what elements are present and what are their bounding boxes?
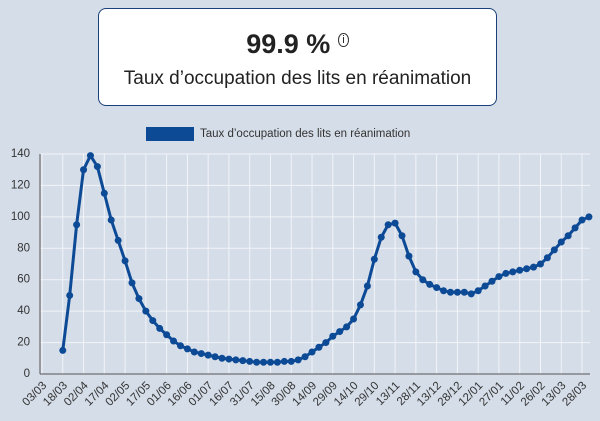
- data-point: [100, 189, 108, 197]
- legend-label: Taux d’occupation des lits en réanimatio…: [200, 128, 410, 140]
- data-point: [273, 358, 281, 366]
- kpi-text: 99.9 %: [246, 29, 331, 59]
- data-point: [536, 260, 544, 268]
- legend-swatch: [146, 127, 194, 141]
- y-tick-label: 40: [17, 305, 30, 317]
- data-point: [460, 288, 468, 296]
- kpi-subtitle: Taux d’occupation des lits en réanimatio…: [123, 68, 472, 89]
- data-point: [433, 284, 441, 292]
- data-point: [59, 346, 67, 354]
- data-point: [377, 233, 385, 241]
- data-point: [315, 343, 323, 351]
- data-point: [260, 358, 268, 366]
- info-icon[interactable]: i: [338, 33, 349, 47]
- data-point: [495, 273, 503, 281]
- x-tick-label: 29/10: [353, 380, 382, 409]
- data-point: [86, 152, 94, 160]
- data-point: [66, 291, 74, 299]
- data-point: [336, 328, 344, 336]
- data-point: [523, 265, 531, 273]
- data-point: [426, 280, 434, 288]
- data-point: [516, 266, 524, 274]
- data-point: [197, 350, 205, 358]
- data-point: [287, 357, 295, 365]
- data-point: [412, 268, 420, 276]
- y-tick-label: 140: [11, 148, 30, 160]
- data-point: [370, 255, 378, 263]
- data-point: [176, 342, 184, 350]
- y-tick-label: 0: [24, 368, 30, 380]
- kpi-value: 99.9 % i: [99, 29, 496, 60]
- data-point: [294, 356, 302, 364]
- data-point: [557, 238, 565, 246]
- x-tick-label: 27/01: [477, 380, 506, 409]
- data-point: [398, 232, 406, 240]
- data-point: [530, 263, 538, 271]
- data-point: [170, 337, 178, 345]
- data-point: [585, 213, 593, 221]
- data-point: [564, 232, 572, 240]
- data-point: [502, 269, 510, 277]
- data-point: [239, 357, 247, 365]
- y-tick-label: 100: [11, 211, 30, 223]
- data-point: [453, 288, 461, 296]
- data-point: [232, 356, 240, 364]
- data-point: [440, 287, 448, 295]
- data-point: [253, 358, 261, 366]
- data-point: [156, 324, 164, 332]
- data-point: [550, 246, 558, 254]
- data-point: [322, 339, 330, 347]
- data-point: [128, 279, 136, 287]
- data-point: [356, 301, 364, 309]
- data-point: [149, 317, 157, 325]
- data-point: [446, 288, 454, 296]
- data-point: [384, 221, 392, 229]
- data-point: [204, 351, 212, 359]
- data-point: [266, 358, 274, 366]
- x-tick-label: 28/03: [560, 380, 589, 409]
- data-point: [121, 257, 129, 265]
- data-point: [419, 276, 427, 284]
- data-point: [280, 357, 288, 365]
- data-point: [467, 290, 475, 298]
- data-point: [391, 219, 399, 227]
- data-point: [218, 354, 226, 362]
- data-point: [73, 221, 81, 229]
- data-point: [329, 332, 337, 340]
- data-point: [363, 282, 371, 290]
- y-tick-label: 120: [11, 179, 30, 191]
- data-point: [211, 353, 219, 361]
- data-point: [93, 163, 101, 171]
- data-point: [488, 277, 496, 285]
- plot-area: [40, 154, 590, 374]
- data-point: [163, 331, 171, 339]
- y-tick-label: 80: [17, 242, 30, 254]
- y-tick-label: 20: [17, 337, 30, 349]
- data-point: [183, 345, 191, 353]
- data-point: [246, 357, 254, 365]
- data-point: [509, 268, 517, 276]
- data-point: [543, 254, 551, 262]
- data-point: [343, 323, 351, 331]
- data-point: [350, 315, 358, 323]
- data-point: [301, 353, 309, 361]
- data-point: [405, 252, 413, 260]
- kpi-card: 99.9 % i Taux d’occupation des lits en ré…: [98, 8, 497, 106]
- y-tick-label: 60: [17, 274, 30, 286]
- data-point: [571, 224, 579, 232]
- data-point: [474, 287, 482, 295]
- data-point: [107, 216, 115, 224]
- data-point: [142, 307, 150, 315]
- data-point: [135, 295, 143, 303]
- data-point: [114, 236, 122, 244]
- data-point: [80, 166, 88, 174]
- data-point: [578, 216, 586, 224]
- data-point: [481, 282, 489, 290]
- data-point: [190, 348, 198, 356]
- data-point: [225, 355, 233, 363]
- data-point: [308, 348, 316, 356]
